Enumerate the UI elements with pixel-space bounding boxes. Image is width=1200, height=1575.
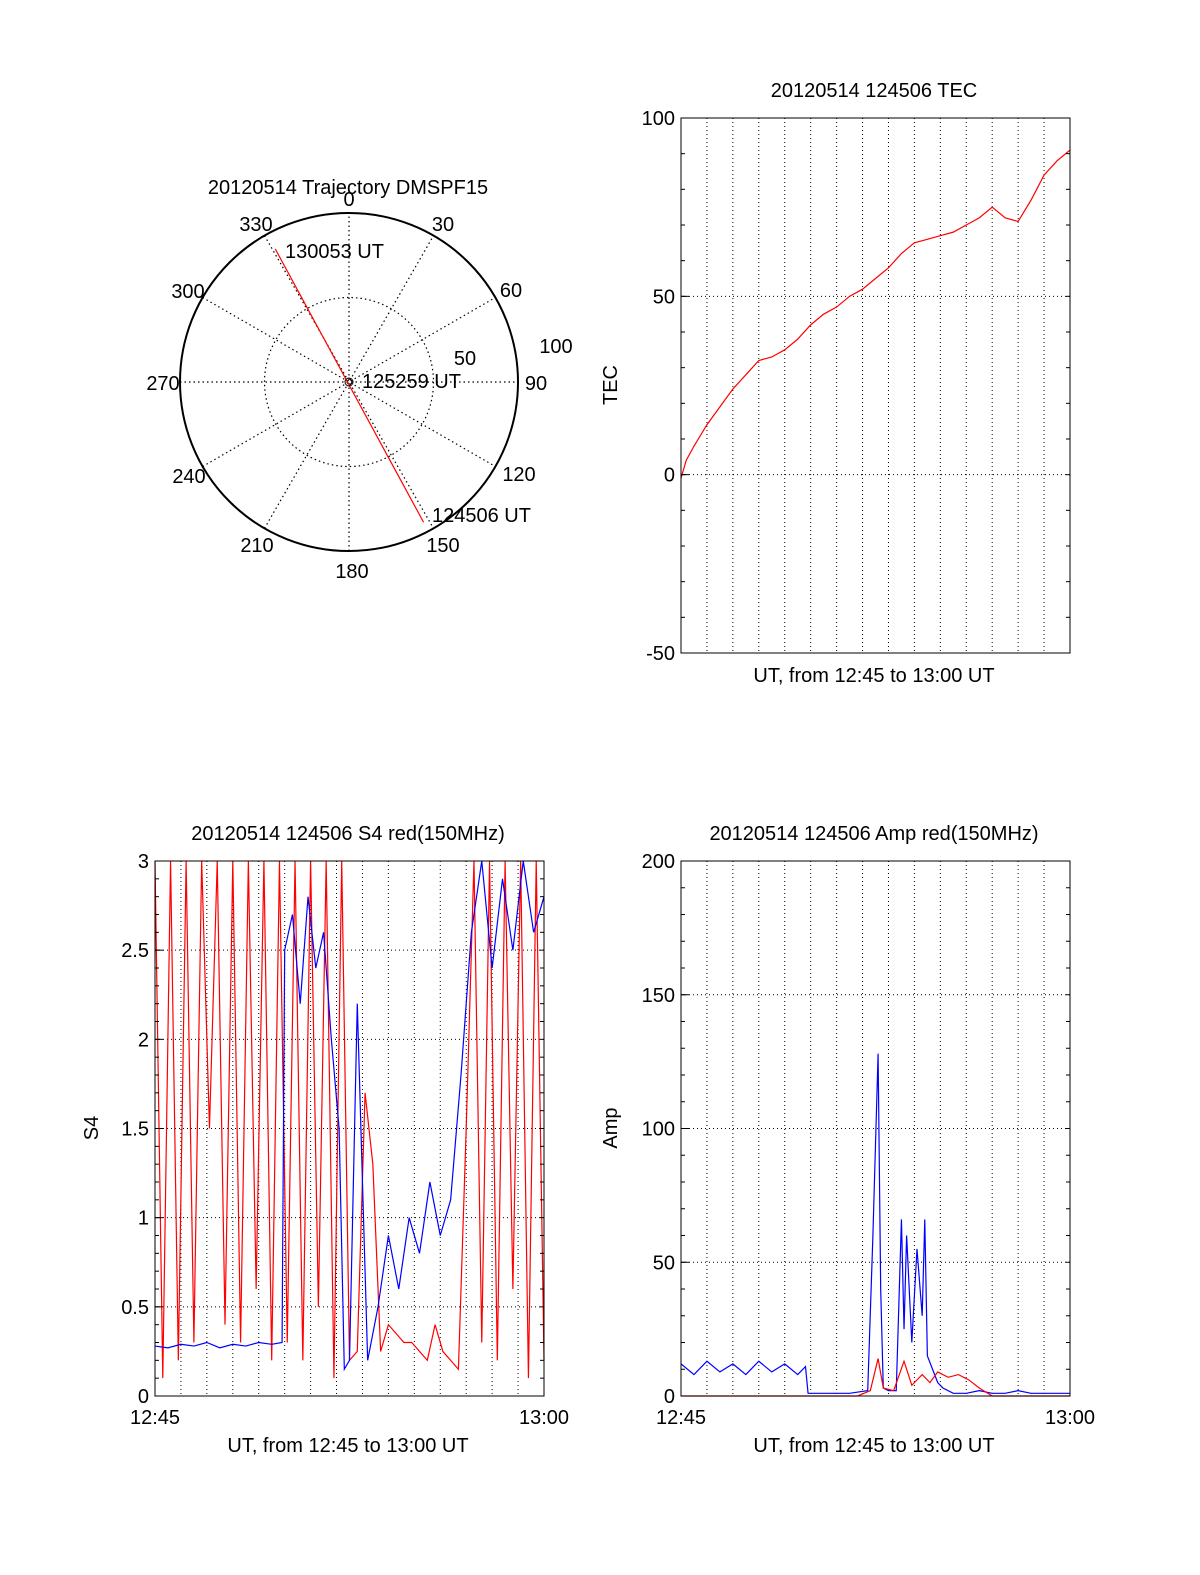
polar-angle-label-180: 180 <box>335 561 368 583</box>
s4-ytick-label-6: 3 <box>138 851 149 873</box>
amp-ytick-label-4: 200 <box>642 851 675 873</box>
amp-ytick-label-3: 150 <box>642 985 675 1007</box>
trajectory-panel: 20120514 Trajectory DMSPF15 0 30 60 90 120 15… <box>146 177 572 583</box>
amp-xtick-label-1: 13:00 <box>1045 1407 1095 1429</box>
tec-panel: 20120514 124506 TEC -50 0 50 100 TEC UT, fr… <box>600 80 1071 687</box>
amp-panel: 20120514 124506 Amp red(150MHz) 0 50 100 15… <box>600 823 1095 1457</box>
trajectory-track <box>274 248 425 523</box>
s4-ytick-label-5: 2.5 <box>121 940 149 962</box>
trajectory-annotation-0: 130053 UT <box>285 241 384 263</box>
amp-xlabel: UT, from 12:45 to 13:00 UT <box>753 1435 994 1457</box>
s4-y-ticks: 0 0.5 1 1.5 2 2.5 3 <box>121 851 544 1408</box>
amp-title: 20120514 124506 Amp red(150MHz) <box>709 823 1038 845</box>
polar-angle-label-90: 90 <box>525 373 547 395</box>
s4-ytick-label-2: 1 <box>138 1208 149 1230</box>
tec-plot-frame <box>680 117 1071 654</box>
tec-xlabel: UT, from 12:45 to 13:00 UT <box>753 665 994 687</box>
polar-radial-labels: 50 100 <box>454 336 573 370</box>
amp-series-blue <box>680 1053 1070 1394</box>
trajectory-center-marker <box>344 377 354 387</box>
polar-angle-labels: 0 30 60 90 120 150 180 210 240 270 300 330 <box>146 189 547 583</box>
s4-ytick-label-3: 1.5 <box>121 1119 149 1141</box>
amp-ytick-label-2: 100 <box>642 1119 675 1141</box>
amp-y-ticks: 0 50 100 150 200 <box>642 851 1070 1408</box>
s4-ytick-label-1: 0.5 <box>121 1297 149 1319</box>
polar-radial-label-50: 50 <box>454 348 476 370</box>
polar-angle-label-60: 60 <box>500 280 522 302</box>
trajectory-annotation-2: 124506 UT <box>432 505 531 527</box>
s4-title: 20120514 124506 S4 red(150MHz) <box>191 823 505 845</box>
trajectory-annotation-1: 125259 UT <box>362 371 461 393</box>
polar-angle-label-30: 30 <box>432 214 454 236</box>
s4-xlabel: UT, from 12:45 to 13:00 UT <box>227 1435 468 1457</box>
s4-series <box>154 860 545 1379</box>
s4-ytick-label-4: 2 <box>138 1029 149 1051</box>
s4-series-blue <box>154 860 545 1372</box>
amp-xtick-label-0: 12:45 <box>656 1407 706 1429</box>
s4-xtick-label-0: 12:45 <box>130 1407 180 1429</box>
tec-ytick-label-3: 100 <box>642 108 675 130</box>
s4-series-red <box>154 860 545 1379</box>
s4-ytick-label-0: 0 <box>138 1386 149 1408</box>
tec-series <box>680 149 1071 479</box>
amp-series <box>680 1053 1070 1397</box>
polar-angle-label-330: 330 <box>239 214 272 236</box>
s4-xtick-label-1: 13:00 <box>519 1407 569 1429</box>
trajectory-annotations: 130053 UT 125259 UT 124506 UT <box>285 241 531 527</box>
tec-title: 20120514 124506 TEC <box>771 80 977 102</box>
polar-angle-label-150: 150 <box>426 535 459 557</box>
s4-panel: 20120514 124506 S4 red(150MHz) 0 0.5 1 1.5 2… <box>81 823 569 1457</box>
polar-angle-label-240: 240 <box>172 466 205 488</box>
s4-x-ticks: 12:45 13:00 <box>130 1407 569 1429</box>
tec-ytick-label-1: 0 <box>664 465 675 487</box>
s4-ylabel: S4 <box>81 1116 103 1140</box>
tec-ylabel: TEC <box>600 365 622 405</box>
polar-angle-label-120: 120 <box>502 464 535 486</box>
polar-angle-label-0: 0 <box>343 189 354 211</box>
tec-ytick-label-2: 50 <box>653 286 675 308</box>
amp-grid <box>681 861 1070 1396</box>
polar-angle-label-300: 300 <box>171 281 204 303</box>
amp-series-red <box>681 1358 1070 1397</box>
polar-angle-label-210: 210 <box>240 535 273 557</box>
tec-series-red <box>680 149 1071 479</box>
trajectory-title: 20120514 Trajectory DMSPF15 <box>208 177 488 199</box>
polar-angle-label-270: 270 <box>146 373 179 395</box>
amp-ytick-label-1: 50 <box>653 1252 675 1274</box>
amp-ylabel: Amp <box>600 1107 622 1148</box>
tec-ytick-label-0: -50 <box>646 643 675 665</box>
tec-grid <box>681 118 1070 653</box>
polar-radial-label-100: 100 <box>539 336 572 358</box>
tec-y-ticks: -50 0 50 100 <box>642 108 1070 665</box>
amp-x-ticks: 12:45 13:00 <box>656 1407 1095 1429</box>
polar-grid <box>179 212 519 552</box>
amp-ytick-label-0: 0 <box>664 1386 675 1408</box>
